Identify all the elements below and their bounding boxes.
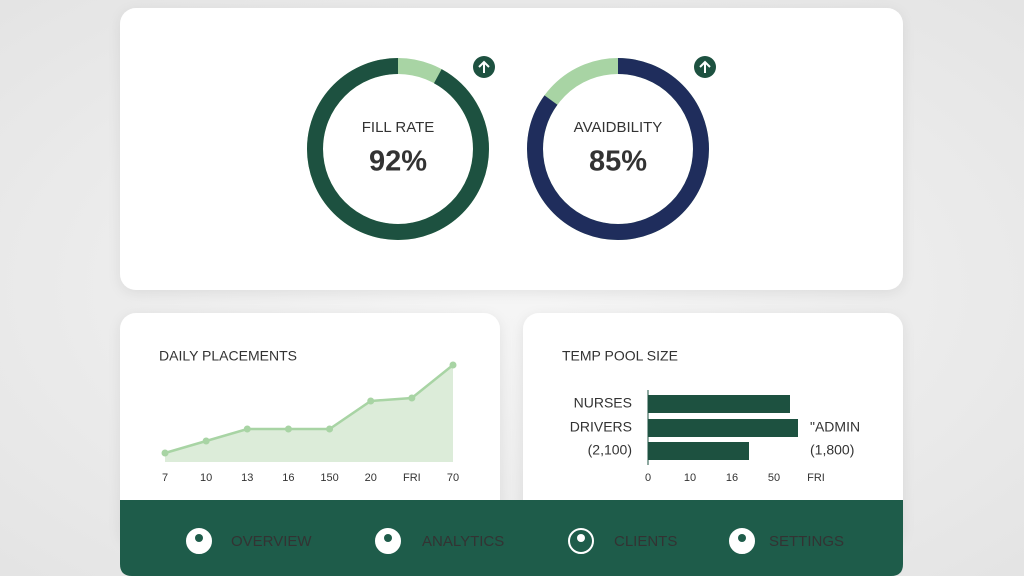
x-tick-label: 10 — [684, 472, 696, 484]
nav-icon — [568, 528, 594, 554]
kpi-card — [120, 8, 903, 290]
annotation: "ADMIN — [810, 419, 860, 435]
area — [165, 365, 453, 462]
line — [164, 364, 454, 455]
nav-icon-detail — [384, 534, 392, 542]
trend-icon — [473, 56, 495, 78]
nav-item[interactable]: CLIENTS — [568, 528, 677, 554]
chart-title: TEMP POOL SIZE — [562, 348, 678, 364]
donut-arc — [527, 58, 709, 240]
donut-value: 92% — [369, 146, 427, 178]
annotation: (1,800) — [810, 442, 854, 458]
x-tick-label: 50 — [768, 472, 780, 484]
x-tick-label: 20 — [365, 472, 377, 484]
bar — [648, 442, 749, 460]
point — [408, 394, 416, 402]
x-tick-label: 13 — [241, 472, 253, 484]
chart-title: DAILY PLACEMENTS — [159, 348, 297, 364]
point — [367, 397, 375, 405]
bar — [648, 419, 798, 437]
nav-label: SETTINGS — [769, 533, 844, 550]
nav-icon-detail — [738, 534, 746, 542]
point — [284, 425, 292, 433]
bar — [648, 395, 790, 413]
x-tick-label: 7 — [162, 472, 168, 484]
point — [161, 449, 169, 457]
x-tick-label: 150 — [320, 472, 338, 484]
trend-icon — [694, 56, 716, 78]
nav-item[interactable]: SETTINGS — [729, 528, 844, 554]
nav-label: CLIENTS — [614, 533, 677, 550]
donut-title: AVAIDBILITY — [574, 119, 663, 136]
x-tick-label: 70 — [447, 472, 459, 484]
x-tick-label: 16 — [282, 472, 294, 484]
x-tick-label: 16 — [726, 472, 738, 484]
nav-item[interactable]: OVERVIEW — [186, 528, 312, 554]
nav-item[interactable]: ANALYTICS — [375, 528, 504, 554]
donut-arc — [307, 58, 489, 240]
category-label: (2,100) — [588, 442, 632, 458]
nav-label: OVERVIEW — [231, 533, 312, 550]
x-tick-label: FRI — [807, 472, 825, 484]
donut-value: 85% — [589, 146, 647, 178]
nav-label: ANALYTICS — [422, 533, 504, 550]
point — [449, 361, 457, 369]
nav-bar — [120, 500, 903, 576]
nav-icon-detail — [577, 534, 585, 542]
x-tick-label: 10 — [200, 472, 212, 484]
x-tick-label: 0 — [645, 472, 651, 484]
category-label: DRIVERS — [570, 419, 632, 435]
point — [243, 425, 251, 433]
point — [326, 425, 334, 433]
x-tick-label: FRI — [403, 472, 421, 484]
category-label: NURSES — [574, 395, 632, 411]
donut-title: FILL RATE — [362, 119, 435, 136]
point — [202, 437, 210, 445]
nav-icon-detail — [195, 534, 203, 542]
